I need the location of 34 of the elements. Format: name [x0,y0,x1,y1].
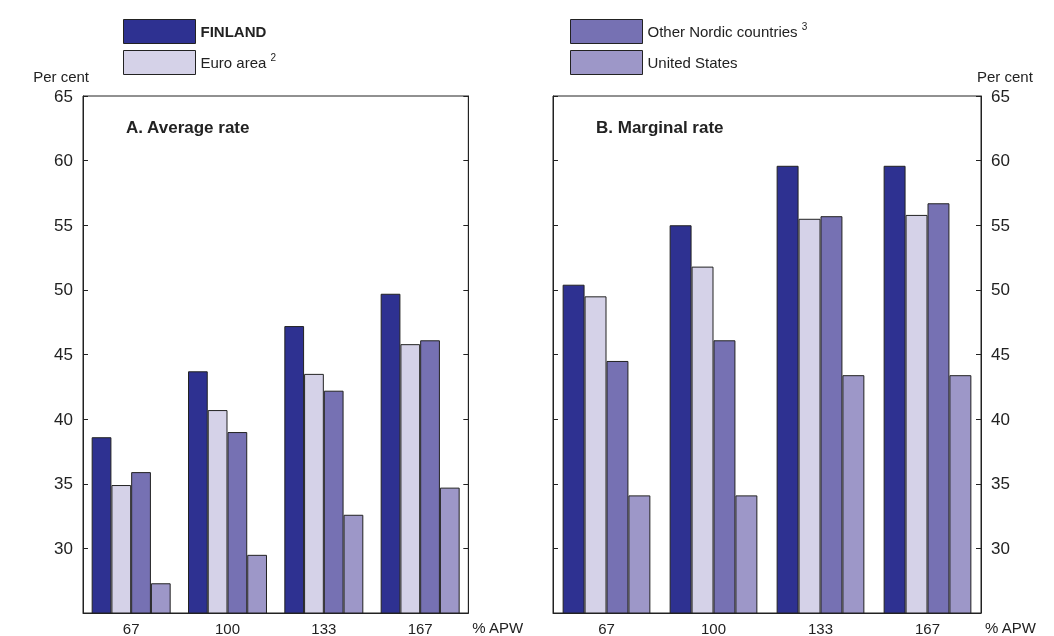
y-tick-label: 35 [54,474,73,494]
legend-label: Other Nordic countries 3 [647,21,808,40]
y2-tick-label: 65 [991,86,1010,106]
text: A. Average rate [126,118,250,137]
y2-tick-label: 55 [991,215,1010,235]
legend-label: FINLAND [200,23,267,40]
x-axis-title: % APW [472,619,525,636]
x-tick-label: 100 [214,620,241,636]
y2-tick-label: 40 [991,409,1010,429]
y2-axis-title: Per cent [977,68,1034,85]
y2-tick-label: 60 [991,151,1010,171]
x-tick-label: 67 [598,620,615,636]
y2-tick-label: 30 [991,538,1010,558]
x-tick-label: 133 [807,620,834,636]
y-tick-label: 65 [54,86,73,106]
y-tick-label: 30 [54,538,73,558]
legend-label: Euro area 2 [200,52,277,71]
y-axis-title: Per cent [33,68,90,85]
y2-tick-label: 50 [991,280,1010,300]
y-tick-label: 60 [54,151,73,171]
x-tick-label: 67 [122,620,140,636]
y-tick-label: 45 [54,345,73,364]
x-tick-label: 167 [407,620,433,636]
y-tick-label: 55 [54,215,73,235]
y-tick-label: 50 [54,280,73,300]
x-tick-label: 100 [700,620,727,636]
text: B. Marginal rate [596,118,724,137]
x-axis-title: % APW [985,619,1037,636]
x-tick-label: 133 [311,620,337,636]
y2-tick-label: 35 [991,474,1010,494]
legend-label: United States [647,54,738,71]
y2-tick-label: 45 [991,345,1010,364]
y-tick-label: 40 [54,409,73,429]
x-tick-label: 167 [914,620,941,636]
